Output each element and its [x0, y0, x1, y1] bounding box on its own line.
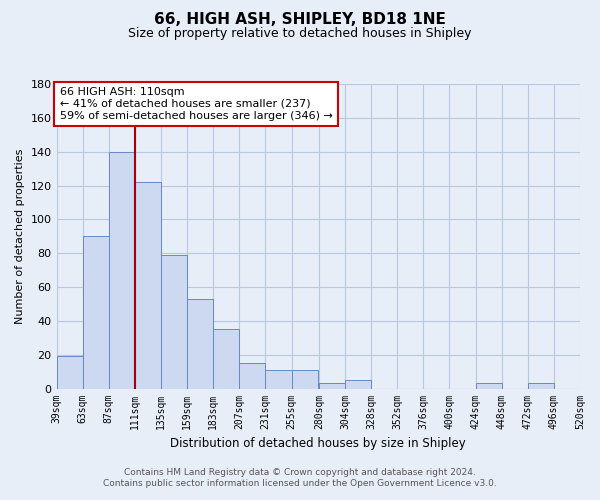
- Bar: [319, 384, 345, 388]
- Bar: [187, 299, 213, 388]
- Text: 66, HIGH ASH, SHIPLEY, BD18 1NE: 66, HIGH ASH, SHIPLEY, BD18 1NE: [154, 12, 446, 28]
- Bar: [292, 370, 318, 388]
- Bar: [135, 182, 161, 388]
- Bar: [56, 356, 83, 388]
- Text: Contains HM Land Registry data © Crown copyright and database right 2024.
Contai: Contains HM Land Registry data © Crown c…: [103, 468, 497, 487]
- Bar: [83, 236, 109, 388]
- Bar: [161, 255, 187, 388]
- Bar: [345, 380, 371, 388]
- Bar: [213, 330, 239, 388]
- Y-axis label: Number of detached properties: Number of detached properties: [15, 148, 25, 324]
- Bar: [528, 384, 554, 388]
- Bar: [476, 384, 502, 388]
- Bar: [265, 370, 292, 388]
- Text: 66 HIGH ASH: 110sqm
← 41% of detached houses are smaller (237)
59% of semi-detac: 66 HIGH ASH: 110sqm ← 41% of detached ho…: [60, 88, 332, 120]
- Text: Size of property relative to detached houses in Shipley: Size of property relative to detached ho…: [128, 28, 472, 40]
- X-axis label: Distribution of detached houses by size in Shipley: Distribution of detached houses by size …: [170, 437, 466, 450]
- Bar: [109, 152, 135, 388]
- Bar: [239, 363, 265, 388]
